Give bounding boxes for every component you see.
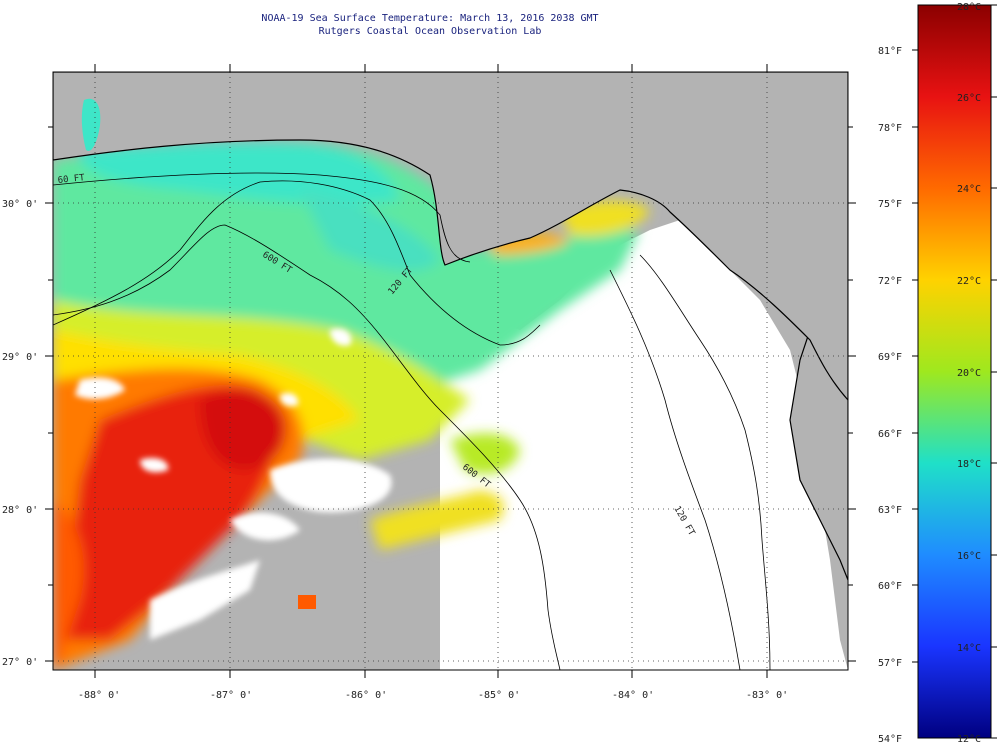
colorbar-ticks (912, 4, 997, 739)
cb-c-26: 26°C (957, 93, 981, 104)
inlet (81, 98, 101, 151)
contour-120ft-east (639, 254, 771, 670)
cb-f-63: 63°F (878, 505, 902, 516)
chart-subtitle: Rutgers Coastal Ocean Observation Lab (318, 26, 542, 37)
lon-label-86: -86° 0' (345, 690, 387, 701)
cb-f-72: 72°F (878, 276, 902, 287)
lon-label-83: -83° 0' (746, 690, 788, 701)
sst-field (53, 141, 650, 670)
lat-label-29: 29° 0' (2, 352, 38, 363)
cb-f-75: 75°F (878, 199, 902, 210)
contour-60ft (53, 172, 471, 263)
cb-f-54: 54°F (878, 734, 902, 745)
coastline-north (53, 72, 848, 581)
cb-c-28: 28°C (957, 2, 981, 13)
cb-c-22: 22°C (957, 276, 981, 287)
cb-c-20: 20°C (957, 368, 981, 379)
cb-f-78: 78°F (878, 123, 902, 134)
cb-c-14: 14°C (957, 643, 981, 654)
lon-label-84: -84° 0' (612, 690, 654, 701)
contour-120ft (53, 180, 541, 346)
cb-f-81: 81°F (878, 46, 902, 57)
cloud-patches (75, 328, 392, 640)
lon-label-87: -87° 0' (210, 690, 252, 701)
map-frame (52, 71, 849, 671)
contour-label-60ft: 60 FT (57, 173, 86, 186)
lat-label-30: 30° 0' (2, 199, 38, 210)
contour-600ft (53, 224, 561, 670)
chart-title: NOAA-19 Sea Surface Temperature: March 1… (261, 13, 599, 24)
cb-f-69: 69°F (878, 352, 902, 363)
cb-c-16: 16°C (957, 551, 981, 562)
colorbar (917, 4, 992, 739)
sst-speck (298, 595, 316, 609)
lon-label-88: -88° 0' (78, 690, 120, 701)
lon-label-85: -85° 0' (478, 690, 520, 701)
lat-label-28: 28° 0' (2, 505, 38, 516)
cb-f-66: 66°F (878, 429, 902, 440)
cb-f-57: 57°F (878, 658, 902, 669)
coastline-gulf (53, 72, 848, 401)
axis-ticks (45, 64, 856, 678)
cb-c-24: 24°C (957, 184, 981, 195)
cb-c-18: 18°C (957, 459, 981, 470)
lat-label-27: 27° 0' (2, 657, 38, 668)
cb-c-12: 12°C (957, 734, 981, 745)
cb-f-60: 60°F (878, 581, 902, 592)
contour-60ft-east (609, 269, 741, 670)
